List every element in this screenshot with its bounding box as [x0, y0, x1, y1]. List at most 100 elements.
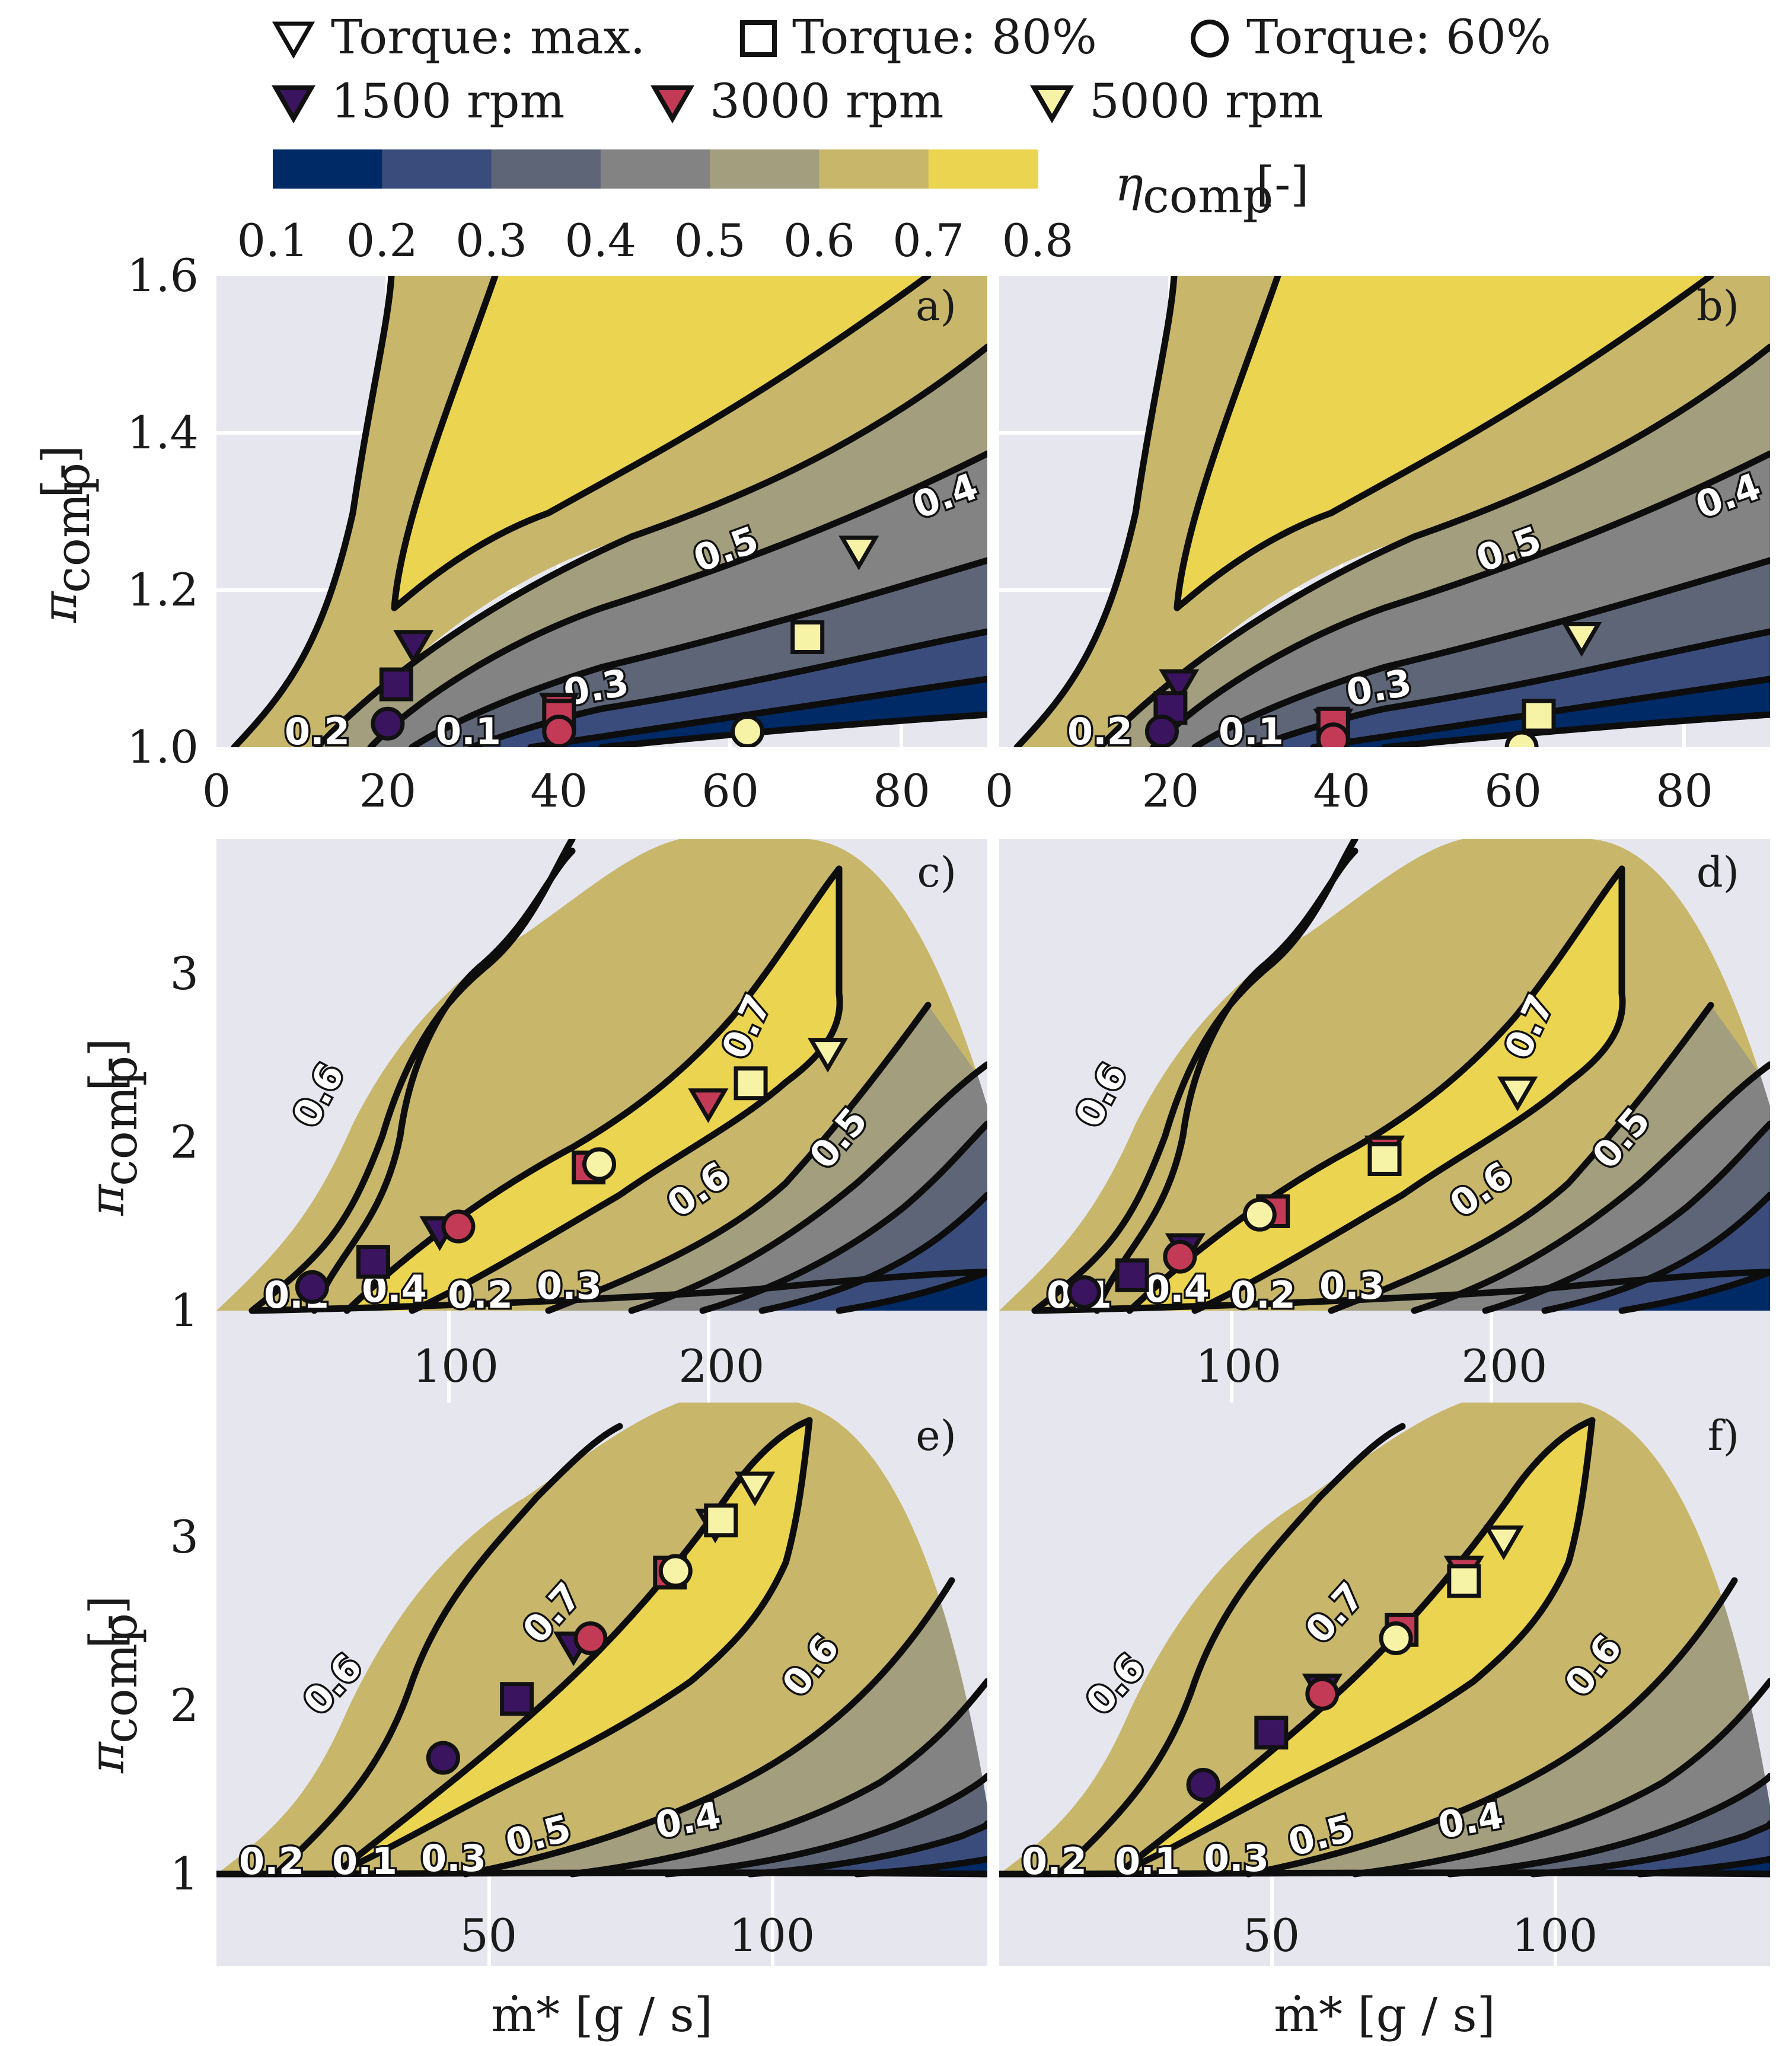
- contour-label: 0.2: [1230, 1273, 1296, 1317]
- legend-tri-down-icon: [272, 85, 315, 124]
- outer-region: [216, 839, 679, 1311]
- colorbar-tick-label: 0.4: [565, 214, 636, 267]
- contour-fill-0.7: [1177, 276, 1711, 611]
- point-triangle: [1497, 1076, 1538, 1111]
- scatter-points: [1067, 1076, 1538, 1309]
- point-circle: [1186, 1768, 1220, 1802]
- colorbar-segment: [600, 149, 711, 189]
- legend-label: Torque: 80%: [792, 9, 1097, 65]
- colorbar-tick-label: 0.2: [346, 214, 418, 267]
- x-axis-label-left: ṁ* [g / s]: [491, 1987, 713, 2042]
- colorbar-tick-label: 0.8: [1002, 214, 1074, 267]
- point-square: [734, 1066, 768, 1101]
- colorbar-segment: [819, 149, 929, 189]
- y-axis-sub: comp: [45, 463, 100, 593]
- contour-label: 0.3: [1319, 1264, 1385, 1308]
- panel-c: 0.6 0.1 0.4 0.2 0.3 0.6 0.7 0.5 c): [216, 839, 987, 1403]
- legend-tri-down-icon: [272, 21, 315, 59]
- colorbar-tick-label: 0.5: [674, 214, 746, 267]
- point-circle: [1067, 1275, 1101, 1309]
- panel-d: 0.6 0.1 0.4 0.2 0.3 0.6 0.7 0.5 d): [999, 839, 1770, 1403]
- outer-region: [216, 1403, 679, 1874]
- point-triangle: [1159, 669, 1200, 704]
- scatter-points: [1186, 1525, 1524, 1802]
- y-axis-symbol: π: [79, 1184, 135, 1216]
- point-triangle: [1483, 1525, 1524, 1560]
- legend-label: Torque: max.: [331, 9, 645, 65]
- point-square: [1115, 1258, 1149, 1292]
- x-tick-label: 0: [202, 764, 231, 817]
- contour-fill-0.1: [1640, 1859, 1770, 1874]
- point-circle: [1305, 1677, 1340, 1711]
- colorbar-segment: [491, 149, 601, 189]
- y-axis-symbol: π: [32, 591, 87, 623]
- point-circle: [1242, 1197, 1277, 1232]
- y-axis-sub: comp: [93, 1056, 148, 1186]
- scatter-points: [1144, 622, 1602, 747]
- colorbar-tick-label: 0.7: [892, 214, 964, 267]
- panel-a: 0.2 0.1 0.3 0.5 0.4 a): [216, 276, 987, 753]
- point-circle: [426, 1741, 460, 1775]
- panel-b: 0.2 0.1 0.3 0.5 0.4 b): [999, 276, 1770, 753]
- y-axis-unit: [-]: [79, 1596, 135, 1649]
- colorbar-tick-label: 0.6: [783, 214, 855, 267]
- colorbar-segment: [382, 149, 492, 189]
- y-tick-label: 1.4: [127, 406, 199, 459]
- x-tick-label: 100: [413, 1340, 499, 1392]
- contour-fill-0.7: [1118, 1420, 1592, 1874]
- y-tick-label: 1: [170, 1284, 199, 1337]
- x-tick-label: 20: [359, 764, 417, 817]
- contour-label: 0.2: [1067, 710, 1133, 753]
- point-square: [1254, 1716, 1289, 1749]
- point-circle: [1163, 1239, 1197, 1274]
- contour-label: 0.1: [1115, 1840, 1180, 1883]
- panel-tag: e): [916, 1411, 956, 1460]
- y-axis-sub: comp: [93, 1613, 148, 1744]
- x-tick-label: 50: [460, 1909, 517, 1962]
- contour-label: 0.3: [537, 1264, 602, 1308]
- y-tick-label: 1: [170, 1847, 199, 1900]
- contour-lines: [216, 1417, 987, 1878]
- x-tick-label: 100: [1195, 1340, 1281, 1392]
- panel-tag: b): [1697, 282, 1739, 330]
- y-axis-symbol: π: [79, 1741, 135, 1774]
- contour-fill-0.2: [1533, 1824, 1770, 1874]
- outer-region: [798, 1403, 987, 1806]
- x-tick-label: 60: [1484, 764, 1542, 817]
- x-tick-label: 200: [678, 1340, 764, 1392]
- panel-e: 0.2 0.1 0.3 0.6 0.7 0.5 0.4 0.6 e): [216, 1403, 987, 1966]
- outer-region: [999, 1403, 1462, 1874]
- contour-label: 0.2: [1022, 1840, 1087, 1883]
- point-circle: [582, 1147, 617, 1181]
- contour-fill-0.5: [1100, 347, 1770, 747]
- y-axis-label-row2: π comp [-]: [79, 1038, 148, 1216]
- colorbar-segment: [928, 149, 1038, 189]
- y-axis-label-row3: π comp [-]: [79, 1596, 148, 1774]
- point-circle: [371, 706, 405, 741]
- contour-label: 0.1: [436, 710, 501, 753]
- y-tick-label: 1.2: [127, 563, 199, 616]
- colorbar-tick-label: 0.3: [455, 214, 527, 267]
- colorbar-segment: [273, 149, 383, 189]
- legend-square-icon: [740, 20, 777, 57]
- contour-label: 0.3: [1204, 1837, 1269, 1880]
- point-circle: [1504, 730, 1539, 747]
- point-square: [500, 1682, 534, 1716]
- colorbar-segment: [710, 149, 820, 189]
- outer-region: [1580, 1403, 1770, 1806]
- legend-item-torque-80: Torque: 80%: [740, 9, 1097, 65]
- contour-fill-0.1: [1622, 1272, 1770, 1311]
- point-circle: [1316, 722, 1350, 747]
- x-tick-label: 50: [1242, 1909, 1300, 1962]
- panel-tag: d): [1697, 848, 1739, 897]
- point-triangle: [1561, 622, 1602, 657]
- scatter-points: [371, 536, 879, 747]
- y-tick-label: 2: [170, 1679, 199, 1732]
- legend-item-3000rpm: 3000 rpm: [651, 74, 943, 129]
- point-square: [379, 667, 413, 702]
- contour-fill-0.3: [1195, 560, 1770, 747]
- y-tick-label: 1.6: [127, 249, 199, 302]
- legend-item-torque-60: Torque: 60%: [1191, 9, 1551, 65]
- panel-tag: a): [916, 282, 956, 330]
